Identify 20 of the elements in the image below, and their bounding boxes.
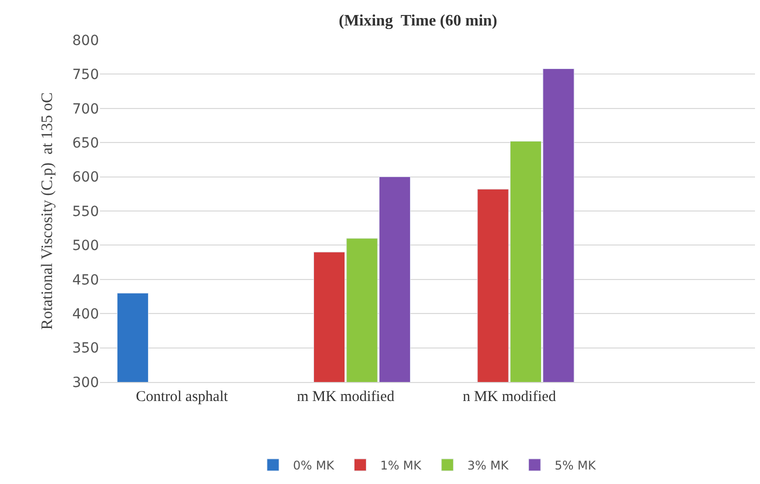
legend-label: 0% MK xyxy=(293,458,336,473)
y-tick-label: 300 xyxy=(72,374,99,391)
x-tick-label: n MK modified xyxy=(462,389,557,405)
x-tick-label: m MK modified xyxy=(296,389,395,405)
x-tick-label: Control asphalt xyxy=(136,389,229,405)
legend-label: 5% MK xyxy=(554,458,597,473)
chart-title: (Mixing Time (60 min) xyxy=(338,12,498,30)
y-tick-label: 550 xyxy=(72,204,99,220)
y-tick-label: 750 xyxy=(72,67,99,84)
y-tick-label: 400 xyxy=(72,306,99,322)
y-tick-label: 500 xyxy=(72,238,99,254)
legend-label: 1% MK xyxy=(380,458,422,473)
y-tick-label: 450 xyxy=(72,272,99,288)
y-tick-label: 600 xyxy=(72,170,99,186)
y-tick-label: 650 xyxy=(72,136,99,152)
y-tick-label: 800 xyxy=(72,32,99,49)
y-axis-title: Rotational Viscosity (C.p) at 135 oC xyxy=(39,92,56,330)
legend-label: 3% MK xyxy=(467,458,510,473)
y-tick-label: 350 xyxy=(72,340,99,357)
y-tick-label: 700 xyxy=(72,101,99,118)
